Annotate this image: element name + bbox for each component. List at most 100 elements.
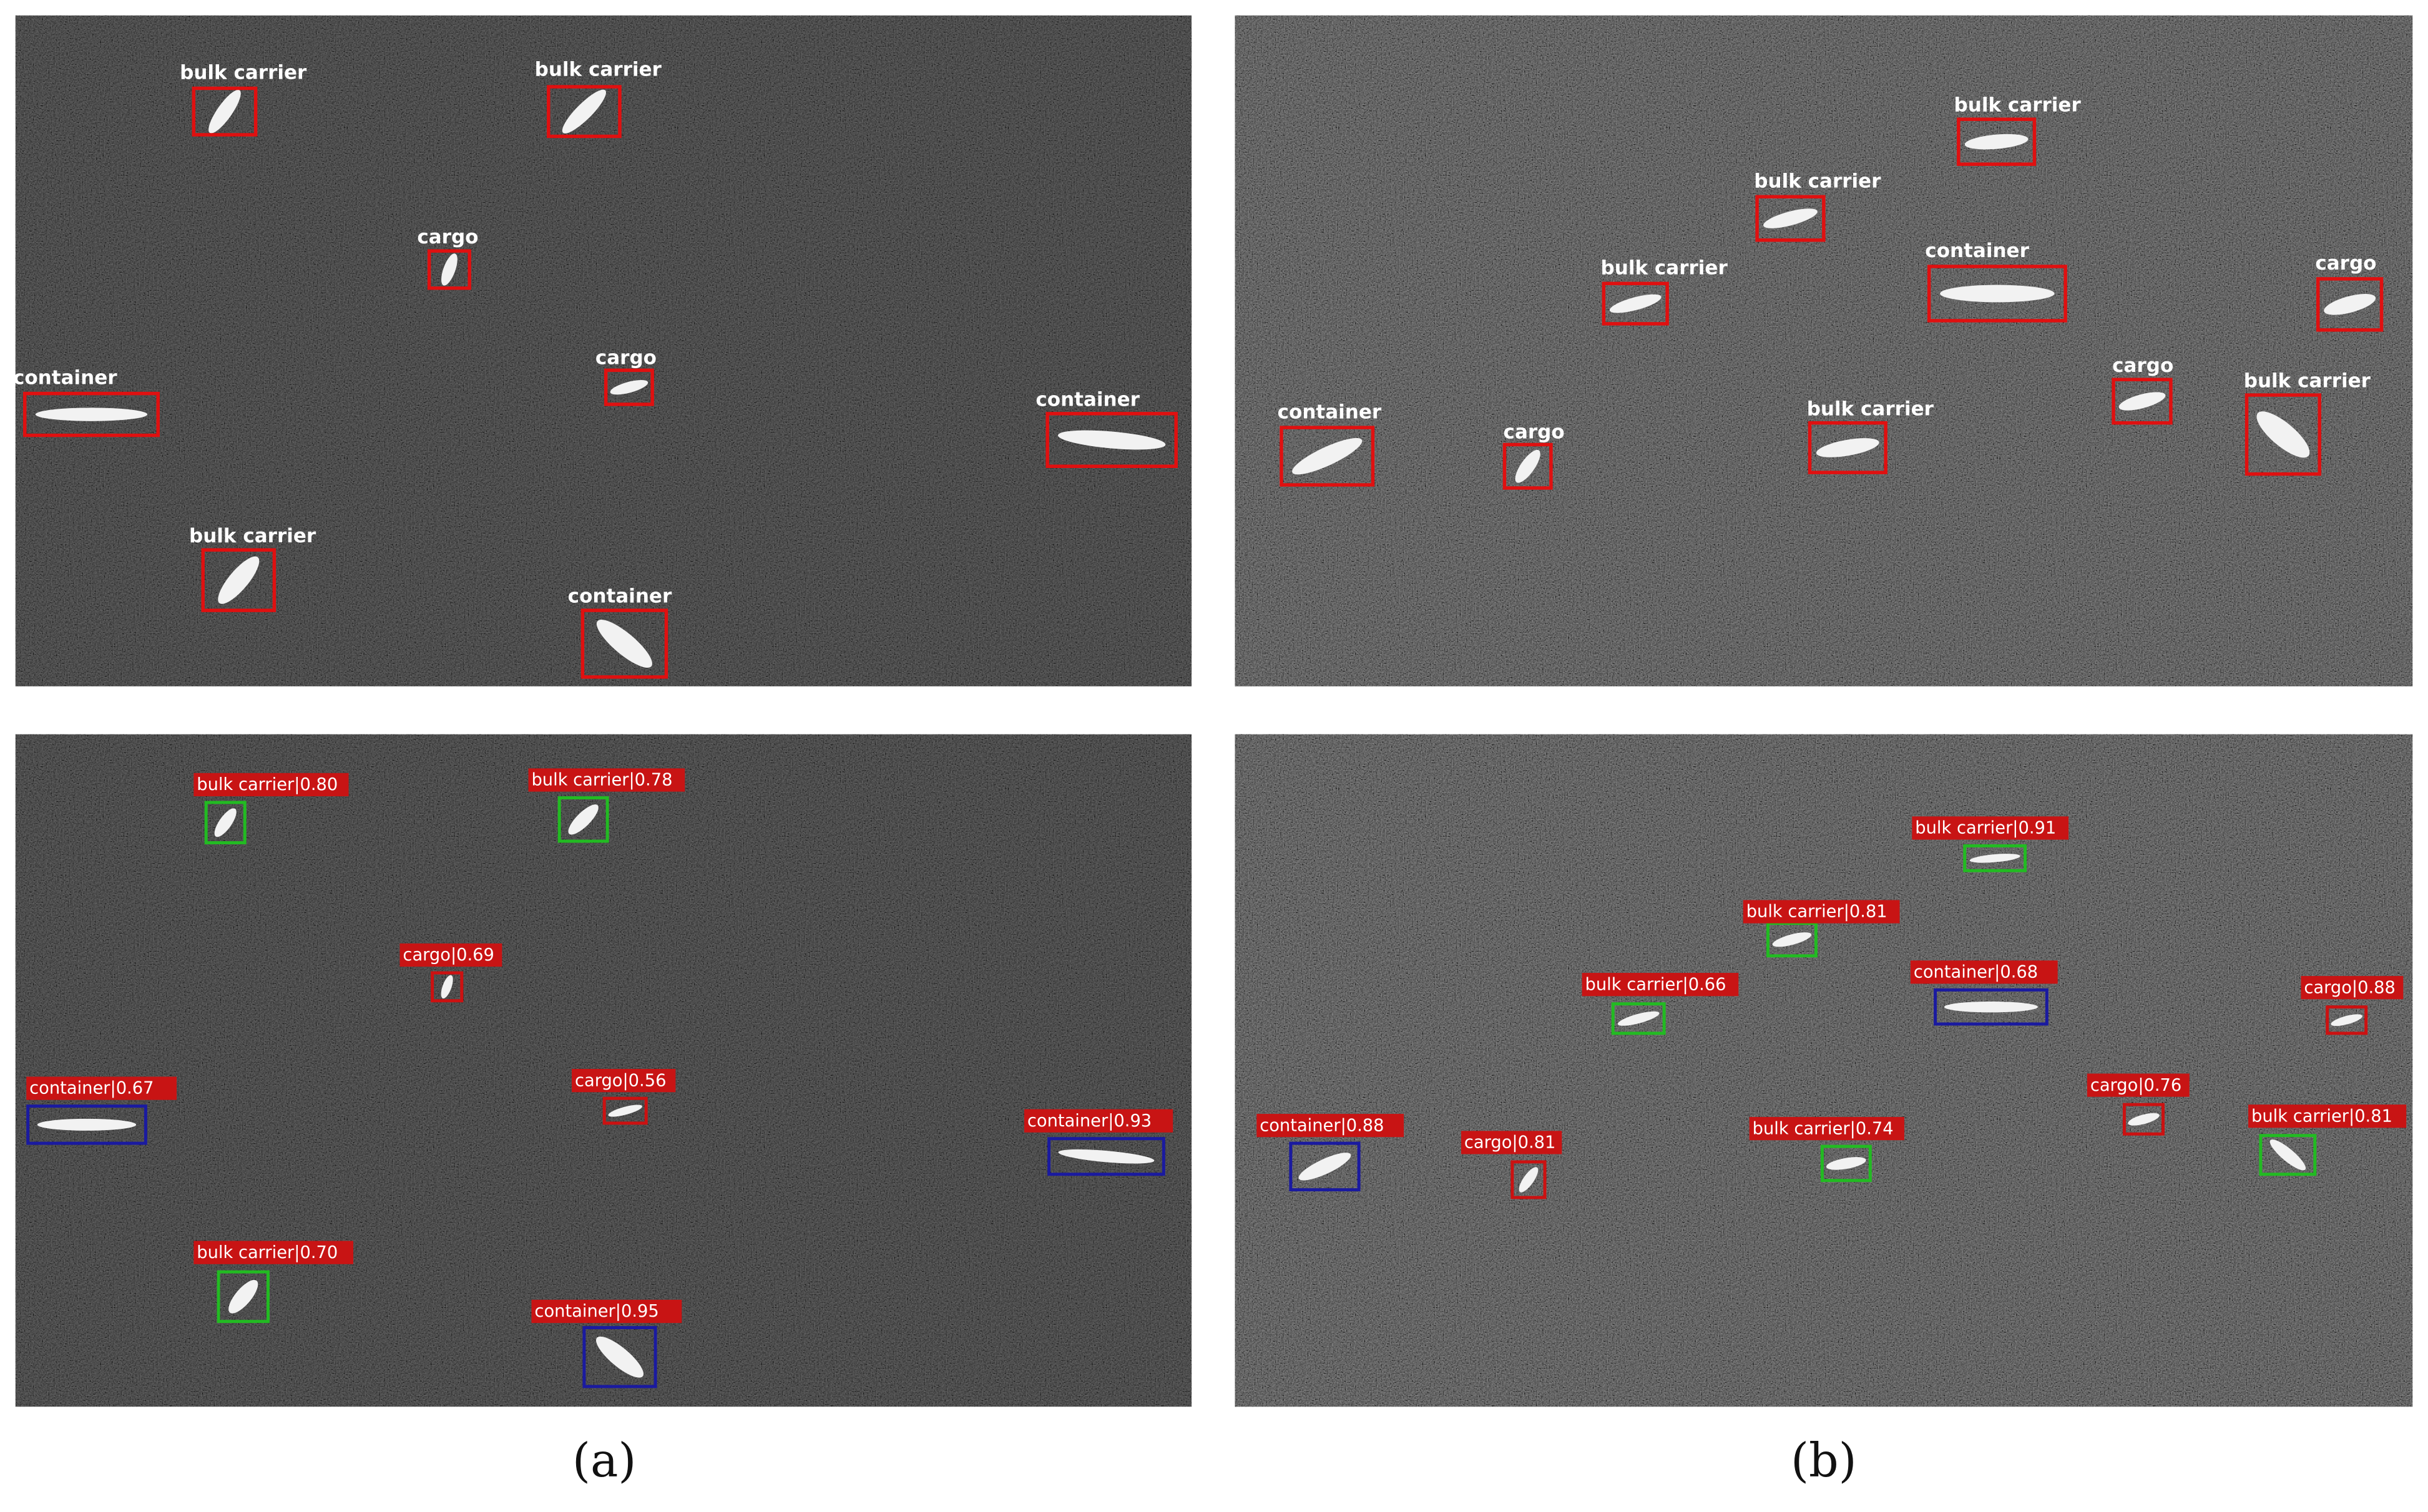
ground-truth-label: cargo (2315, 252, 2376, 275)
ground-truth-label: bulk carrier (189, 525, 316, 547)
ship (1519, 1167, 1539, 1193)
prediction-label: container|0.93 (1027, 1111, 1152, 1131)
prediction-label-bg (1910, 960, 2058, 984)
prediction-box (602, 1096, 648, 1125)
prediction-box (2326, 1005, 2368, 1035)
prediction-label: bulk carrier|0.70 (197, 1243, 338, 1262)
ground-truth-box (1602, 281, 1669, 326)
ground-truth-box (1957, 117, 2037, 166)
ground-truth-label: bulk carrier (2244, 370, 2371, 393)
prediction-label: container|0.67 (29, 1079, 154, 1098)
ground-truth-label: bulk carrier (1754, 170, 1881, 192)
prediction-box (582, 1326, 657, 1388)
prediction-label-bg (193, 773, 349, 797)
prediction-label-bg (1743, 900, 1900, 924)
ship (1292, 437, 1363, 475)
ground-truth-box (192, 86, 258, 137)
prediction-label: bulk carrier|0.81 (2251, 1106, 2392, 1126)
ship (2256, 411, 2310, 458)
prediction-label-bg (1256, 1113, 1404, 1138)
prediction-box (1289, 1141, 1361, 1192)
prediction-label-bg (2301, 976, 2404, 1000)
prediction-label: bulk carrier|0.91 (1915, 819, 2056, 838)
prediction-label-bg (2248, 1105, 2407, 1128)
ground-truth-label: container (1278, 401, 1382, 423)
ground-truth-box (2112, 378, 2173, 425)
prediction-box (1963, 844, 2027, 872)
ship (568, 804, 599, 835)
ground-truth-label: cargo (2112, 354, 2173, 377)
ship (1816, 438, 1879, 457)
ground-truth-label: cargo (417, 226, 478, 248)
prediction-label: cargo|0.56 (575, 1071, 666, 1090)
prediction-box (1820, 1144, 1872, 1183)
ground-truth-box (427, 249, 471, 290)
ground-truth-label: cargo (1504, 421, 1565, 444)
ground-truth-label: bulk carrier (1807, 398, 1934, 420)
prediction-label: bulk carrier|0.80 (197, 775, 338, 794)
ship (1763, 208, 1818, 228)
ship (1826, 1157, 1866, 1170)
prediction-label: cargo|0.69 (403, 945, 494, 965)
ground-truth-label: container (1035, 388, 1140, 411)
sar-noise (1235, 734, 2413, 1407)
prediction-label-bg (1912, 816, 2069, 840)
ship (208, 89, 241, 134)
ship (1609, 294, 1662, 313)
prediction-label: bulk carrier|0.74 (1753, 1119, 1894, 1138)
prediction-box (1510, 1160, 1547, 1199)
prediction-label-bg (193, 1241, 353, 1264)
ship (37, 1118, 137, 1131)
ship (608, 1105, 642, 1117)
ship (1940, 285, 2055, 303)
ground-truth-box (2244, 393, 2321, 476)
ground-truth-box (22, 391, 160, 437)
prediction-label-bg (531, 1299, 682, 1324)
prediction-label-bg (26, 1076, 177, 1100)
ship (2128, 1113, 2160, 1126)
prediction-label: bulk carrier|0.66 (1585, 975, 1726, 994)
ship (441, 975, 453, 999)
prediction-box (1611, 1002, 1666, 1035)
prediction-label-bg (2087, 1073, 2190, 1097)
prediction-label-bg (572, 1068, 676, 1093)
ground-truth-box (547, 85, 622, 139)
ground-truth-box (580, 608, 668, 679)
prediction-label: container|0.95 (534, 1302, 658, 1321)
prediction-label-bg (1582, 973, 1739, 997)
ship (1772, 932, 1812, 947)
panels: bulk carrier bulk carrier cargo cargo contai… (13, 15, 2413, 1407)
ship (441, 253, 458, 286)
ground-truth-label: container (568, 585, 672, 608)
ground-truth-label: cargo (595, 346, 657, 369)
prediction-label: bulk carrier|0.81 (1746, 902, 1887, 922)
ground-truth-label: bulk carrier (1601, 256, 1728, 279)
prediction-label: cargo|0.81 (1464, 1133, 1555, 1153)
ship (610, 379, 649, 395)
ground-truth-box (1045, 412, 1178, 468)
prediction-label: bulk carrier|0.78 (531, 771, 672, 790)
prediction-box (431, 971, 464, 1003)
ship (562, 89, 606, 134)
ground-truth-label: bulk carrier (180, 62, 307, 84)
prediction-label-bg (399, 943, 502, 967)
prediction-box (217, 1270, 270, 1324)
ship (1298, 1153, 1351, 1181)
prediction-box (26, 1105, 147, 1145)
prediction-box (204, 801, 247, 845)
prediction-label-bg (1461, 1131, 1562, 1154)
prediction-box (2122, 1103, 2165, 1136)
prediction-box (1047, 1137, 1165, 1176)
ground-truth-box (1808, 421, 1887, 474)
caption: (a) (572, 1433, 637, 1488)
ship (1057, 430, 1166, 450)
ground-truth-box (1280, 426, 1375, 487)
ground-truth-box (201, 548, 277, 612)
ground-truth-box (1927, 265, 2067, 323)
prediction-box (1934, 988, 2049, 1026)
prediction-label: cargo|0.76 (2090, 1076, 2181, 1095)
ship (1515, 449, 1540, 483)
ship (596, 620, 652, 668)
